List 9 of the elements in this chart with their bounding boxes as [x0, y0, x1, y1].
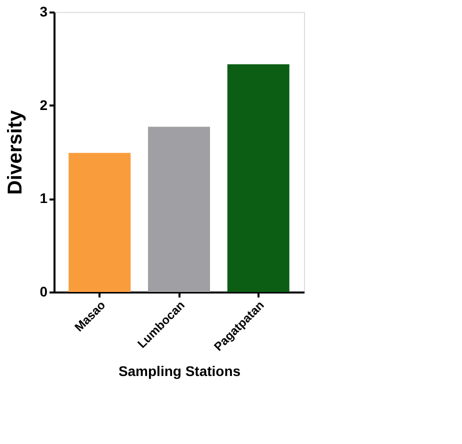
y-tick-label: 2	[40, 96, 48, 113]
y-axis-title: Diversity	[4, 109, 27, 195]
bar	[148, 126, 210, 292]
y-tick-label: 0	[40, 284, 48, 300]
y-tick-label: 1	[40, 190, 48, 206]
bar	[68, 152, 131, 292]
x-axis-title: Sampling Stations	[118, 363, 241, 380]
bar	[227, 64, 290, 292]
y-tick-label: 3	[40, 4, 48, 20]
